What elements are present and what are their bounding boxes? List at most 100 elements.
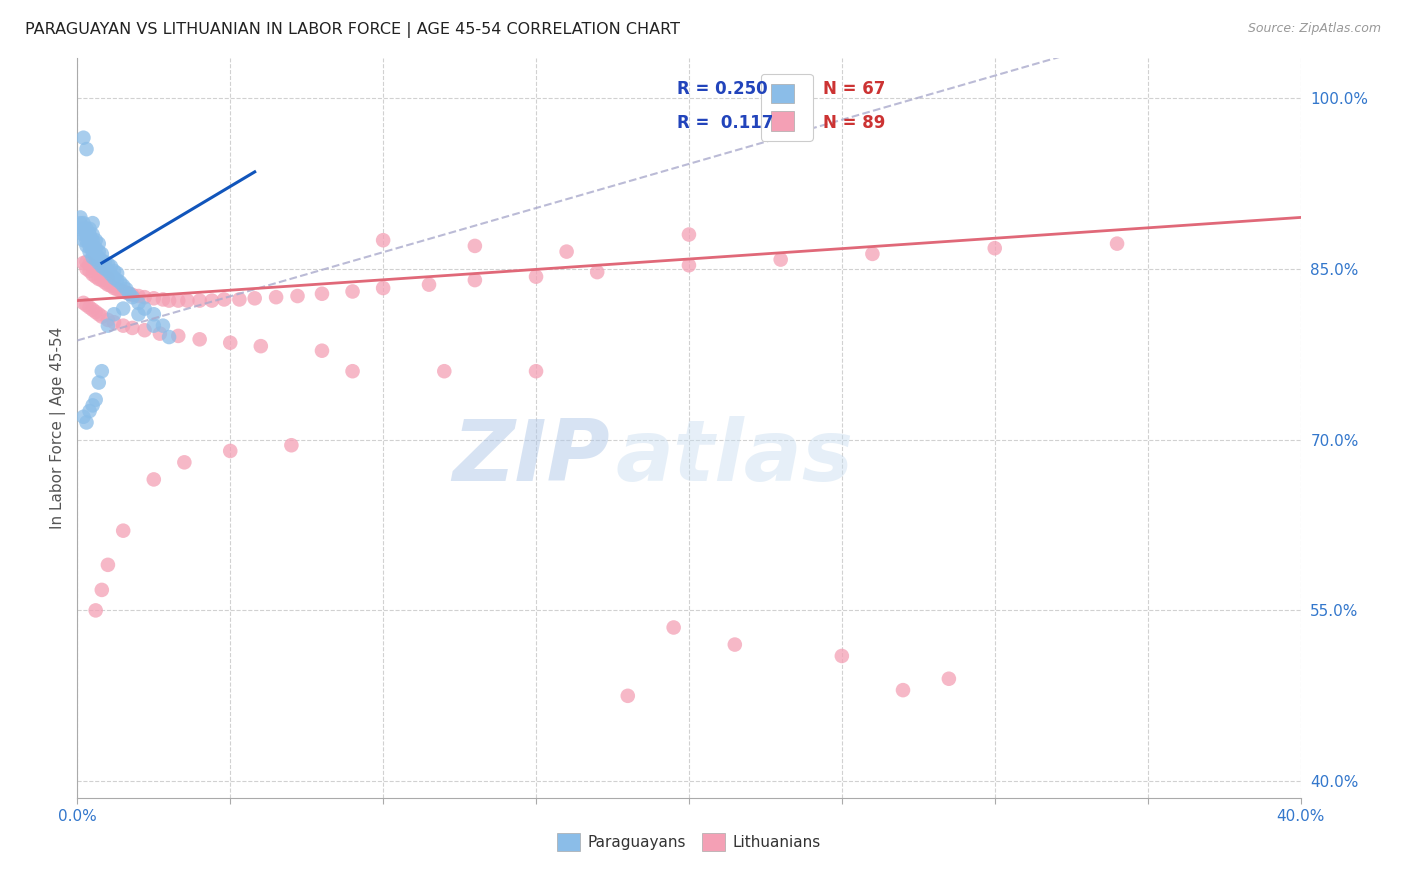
Point <box>311 286 333 301</box>
Point <box>219 335 242 350</box>
Point <box>97 264 120 278</box>
Text: N = 89: N = 89 <box>824 114 886 132</box>
Point <box>84 233 107 247</box>
Point <box>103 270 125 285</box>
Point <box>72 222 94 236</box>
Point <box>84 241 107 255</box>
Point <box>90 266 112 280</box>
Point <box>82 239 104 253</box>
Text: ZIP: ZIP <box>451 417 609 500</box>
Point <box>152 318 174 333</box>
Point <box>76 233 98 247</box>
Point <box>94 276 117 290</box>
Point <box>1107 236 1129 251</box>
Point <box>112 278 135 293</box>
Point <box>82 250 104 264</box>
Point <box>84 305 107 319</box>
Point <box>134 323 156 337</box>
Point <box>149 326 172 341</box>
Point <box>79 239 101 253</box>
Point <box>87 376 110 390</box>
Point <box>79 264 101 278</box>
Point <box>142 472 165 486</box>
Point <box>87 272 110 286</box>
Point <box>72 296 94 310</box>
Point <box>167 329 190 343</box>
Point <box>115 282 138 296</box>
Point <box>678 227 700 242</box>
Point <box>84 603 107 617</box>
Point <box>418 277 440 292</box>
Point <box>97 318 120 333</box>
Point <box>76 222 98 236</box>
Point <box>188 332 211 346</box>
Point <box>984 241 1007 255</box>
Point <box>464 273 486 287</box>
Point <box>90 273 112 287</box>
Point <box>76 255 98 269</box>
Point <box>831 648 853 663</box>
Point <box>97 257 120 271</box>
Point <box>243 291 266 305</box>
Point <box>938 672 960 686</box>
Point <box>103 307 125 321</box>
Point <box>87 307 110 321</box>
Point <box>176 293 198 308</box>
Point <box>90 582 112 597</box>
Point <box>72 233 94 247</box>
Point <box>342 285 364 299</box>
Point <box>76 261 98 276</box>
Point <box>79 257 101 271</box>
Point <box>118 286 141 301</box>
Point <box>84 261 107 276</box>
Point <box>769 252 792 267</box>
Point <box>103 281 125 295</box>
Text: R =  0.117: R = 0.117 <box>676 114 773 132</box>
Text: N = 67: N = 67 <box>824 80 886 98</box>
Point <box>157 330 180 344</box>
Point <box>862 247 884 261</box>
Point <box>371 233 394 247</box>
Point <box>82 260 104 274</box>
Point <box>134 290 156 304</box>
Point <box>662 620 685 634</box>
Point <box>280 438 302 452</box>
Point <box>84 269 107 284</box>
Point <box>82 302 104 317</box>
Point <box>76 416 98 430</box>
Point <box>79 301 101 315</box>
Point <box>142 291 165 305</box>
Point <box>105 273 128 287</box>
Point <box>433 364 456 378</box>
Point <box>72 130 94 145</box>
Text: PARAGUAYAN VS LITHUANIAN IN LABOR FORCE | AGE 45-54 CORRELATION CHART: PARAGUAYAN VS LITHUANIAN IN LABOR FORCE … <box>25 22 681 38</box>
Point <box>121 290 143 304</box>
Point <box>167 293 190 308</box>
Point <box>72 409 94 424</box>
Point <box>94 255 117 269</box>
Point <box>79 233 101 247</box>
Legend: Paraguayans, Lithuanians: Paraguayans, Lithuanians <box>551 827 827 857</box>
Point <box>79 222 101 236</box>
Point <box>82 268 104 282</box>
Point <box>212 293 235 307</box>
Point <box>76 298 98 312</box>
Point <box>82 244 104 259</box>
Point <box>79 404 101 418</box>
Point <box>555 244 578 259</box>
Point <box>84 248 107 262</box>
Point <box>72 216 94 230</box>
Point <box>152 293 174 307</box>
Point <box>103 264 125 278</box>
Point <box>108 276 131 290</box>
Point <box>72 227 94 242</box>
Point <box>112 301 135 316</box>
Point <box>201 293 224 308</box>
Point <box>464 239 486 253</box>
Point <box>188 293 211 308</box>
Point <box>112 524 135 538</box>
Point <box>90 260 112 274</box>
Point <box>69 216 91 230</box>
Point <box>524 364 547 378</box>
Point <box>100 278 122 293</box>
